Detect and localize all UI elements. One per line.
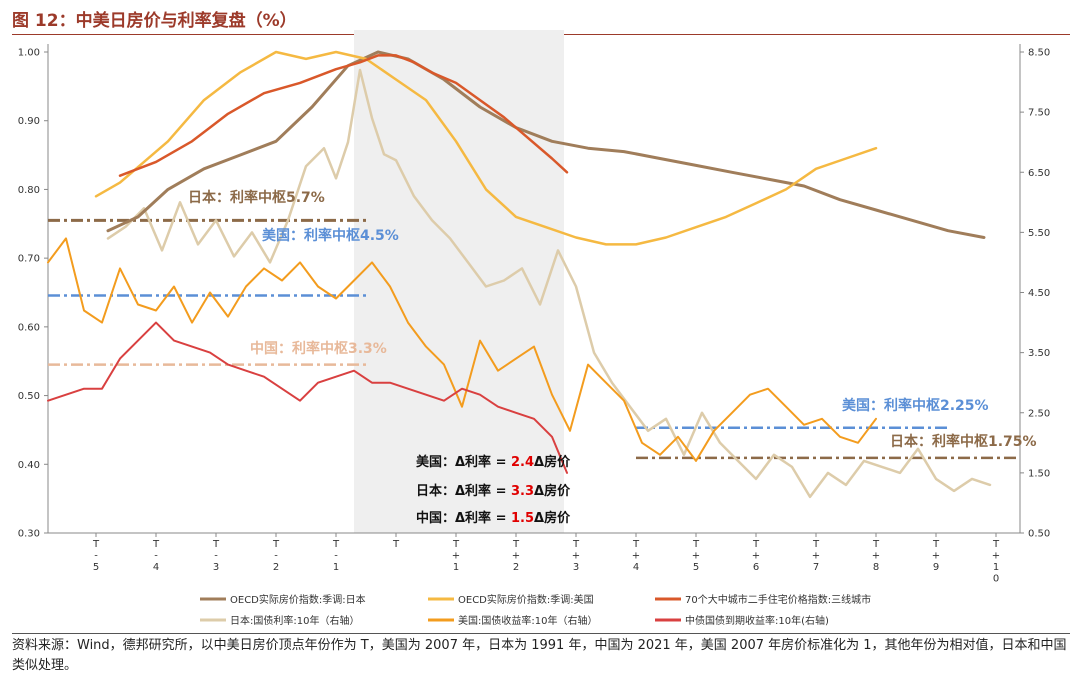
legend-label-cn_house: 70个大中城市二手住宅价格指数:三线城市 [685,593,871,606]
right-tick-label: 7.50 [1028,108,1050,119]
legend-label-us_house: OECD实际房价指数:季调:美国 [458,593,594,606]
legend-label-jp_rate: 日本:国债利率:10年（右轴） [230,614,359,627]
legend-label-us_rate: 美国:国债收益率:10年（右轴） [458,614,597,627]
x-tick-label: T +1 0 [992,539,1000,585]
x-tick-label: T +5 [692,539,700,573]
source-rule [12,633,1070,634]
right-tick-label: 2.50 [1028,408,1050,419]
left-tick-label: 1.00 [18,48,40,59]
chart: 0.30 0.40 0.50 0.60 0.70 0.80 0.90 1.00 0.50 1.50… [18,30,1050,627]
formula-line: 美国：Δ利率 = 2.4Δ房价 [416,454,571,470]
annotation-us-center-2: 美国：利率中枢2.25% [842,397,989,414]
x-tick-label: T -5 [92,539,100,573]
left-tick-label: 0.70 [18,254,40,265]
left-tick-label: 0.40 [18,460,40,471]
right-tick-label: 0.50 [1028,529,1050,540]
right-tick-label: 6.50 [1028,168,1050,179]
x-tick-label: T -2 [272,539,280,573]
series-line-cn_house [118,54,569,177]
right-tick-label: 3.50 [1028,348,1050,359]
figure-title: 图 12：中美日房价与利率复盘（%） [12,11,297,31]
series-line-jp_house [106,50,986,239]
series-line-us_rate [47,237,877,462]
legend-label-jp_house: OECD实际房价指数:季调:日本 [230,593,366,606]
left-tick-label: 0.60 [18,322,40,333]
left-tick-label: 0.30 [18,529,40,540]
left-tick-label: 0.50 [18,391,40,402]
x-tick-label: T -4 [152,539,160,573]
left-tick-label: 0.90 [18,116,40,127]
x-tick-label: T -1 [332,539,340,573]
x-tick-label: T +9 [932,539,940,573]
right-tick-label: 5.50 [1028,228,1050,239]
series-line-jp_rate [106,68,992,499]
annotation-jp-center-1: 日本：利率中枢5.7% [188,189,325,206]
x-tick-label: T +6 [752,539,760,573]
formula-line: 日本：Δ利率 = 3.3Δ房价 [416,483,571,499]
x-tick-label: T +8 [872,539,880,573]
x-tick-label: T +2 [512,539,520,573]
x-tick-label: T -3 [212,539,220,573]
annotation-jp-center-2: 日本：利率中枢1.75% [890,433,1037,450]
x-tick-label: T +4 [632,539,640,573]
left-tick-label: 0.80 [18,185,40,196]
x-tick-label: T [392,539,400,550]
x-tick-label: T +7 [812,539,820,573]
annotation-us-center-1: 美国：利率中枢4.5% [262,227,399,244]
right-tick-label: 8.50 [1028,48,1050,59]
series-line-us_house [94,50,878,246]
series-line-cn_rate [47,321,568,474]
legend-label-cn_rate: 中债国债到期收益率:10年(右轴) [685,614,829,627]
formula-line: 中国：Δ利率 = 1.5Δ房价 [416,510,571,526]
annotation-cn-center-1: 中国：利率中枢3.3% [250,340,387,357]
x-tick-label: T +1 [452,539,460,573]
x-tick-label: T +3 [572,539,580,573]
source-note: 资料来源：Wind，德邦研究所，以中美日房价顶点年份作为 T，美国为 2007 … [12,638,1067,673]
right-tick-label: 1.50 [1028,468,1050,479]
right-tick-label: 4.50 [1028,288,1050,299]
